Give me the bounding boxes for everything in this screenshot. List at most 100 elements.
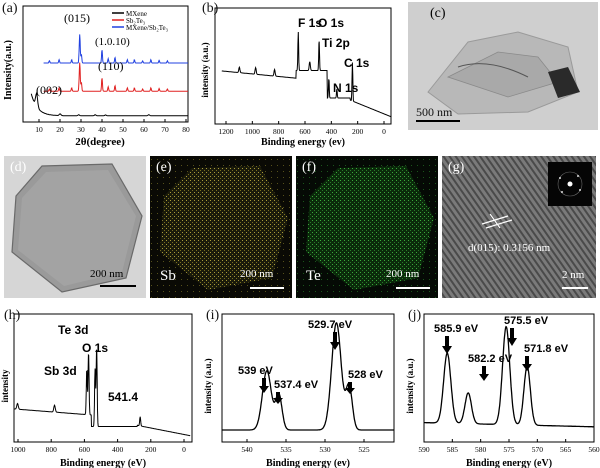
d-spacing-label: d(015): 0.3156 nm xyxy=(468,242,551,254)
xps-i-chart: 540 535 530 525 539 eV 537.4 eV 529.7 eV 52… xyxy=(203,313,395,468)
x-tick-label: 40 xyxy=(98,125,106,134)
x-tick-label: 585 xyxy=(447,445,459,454)
xrd-series-sb2te3 xyxy=(43,62,188,92)
x-tick-label: 60 xyxy=(140,125,148,134)
x-tick-label: 1000 xyxy=(245,127,260,136)
i-label-5297: 529.7 eV xyxy=(308,319,353,331)
h-label-o1s: O 1s xyxy=(82,341,108,355)
panel-label-a: (a) xyxy=(2,1,18,16)
panel-label-i: (i) xyxy=(206,308,220,323)
xrd-chart: 10 20 30 40 50 60 70 80 (002) (015) (1.0.10) (1… xyxy=(3,5,190,148)
x-tick-label: 600 xyxy=(79,445,91,454)
x-tick-label: 560 xyxy=(588,445,600,454)
x-tick-label: 530 xyxy=(319,445,331,454)
x-tick-label: 565 xyxy=(560,445,572,454)
panel-b-xps-survey: 1200 1000 800 600 400 200 0 F 1s O 1s Ti 2p C … xyxy=(198,0,400,148)
x-tick-label: 600 xyxy=(299,127,311,136)
panel-label-e: (e) xyxy=(156,160,172,175)
j-label-5822: 582.2 eV xyxy=(468,353,513,365)
tem-image-d xyxy=(4,156,146,298)
x-tick-label: 800 xyxy=(273,127,285,136)
j-label-5718: 571.8 eV xyxy=(524,343,569,355)
scale-bar-e: 200 nm xyxy=(240,268,274,280)
x-tick-label: 70 xyxy=(161,125,169,134)
b-label-c1s: C 1s xyxy=(344,56,370,70)
i-ylabel: intensity (a.u.) xyxy=(203,358,213,413)
panel-label-g: (g) xyxy=(448,160,465,175)
panel-f-eds-te: (f) Te 200 nm xyxy=(296,156,438,298)
x-tick-label: 590 xyxy=(418,445,430,454)
i-xlabel: Binding energy (ev) xyxy=(266,458,350,468)
xrd-xlabel: 2θ(degree) xyxy=(75,136,125,148)
panel-j-xps-sb3d: 590 585 580 575 570 565 560 585.9 eV 582.2 eV … xyxy=(402,306,600,468)
x-tick-label: 0 xyxy=(182,445,186,454)
j-spectrum xyxy=(424,325,594,428)
scale-bar-g: 2 nm xyxy=(562,269,585,281)
x-tick-label: 200 xyxy=(145,445,157,454)
x-tick-label: 575 xyxy=(503,445,515,454)
xrd-peak-label-015: (015) xyxy=(64,11,90,25)
panel-i-xps-o1s: 540 535 530 525 539 eV 537.4 eV 529.7 eV 52… xyxy=(200,306,400,468)
j-label-5859: 585.9 eV xyxy=(434,323,479,335)
h-label-te3d: Te 3d xyxy=(58,323,88,337)
eds-map-sb xyxy=(150,156,292,298)
i-x-ticks: 540 535 530 525 xyxy=(241,439,370,454)
x-tick-label: 0 xyxy=(382,127,386,136)
x-tick-label: 80 xyxy=(182,125,190,134)
xps-survey-chart: 1200 1000 800 600 400 200 0 F 1s O 1s Ti 2p C … xyxy=(200,7,392,148)
legend-sb2te3: Sb₂Te₃ xyxy=(126,17,146,25)
x-tick-label: 400 xyxy=(112,445,124,454)
panel-label-b: (b) xyxy=(202,1,219,16)
b-label-o1s: O 1s xyxy=(318,16,344,30)
h-x-ticks: 1000 800 600 400 200 0 xyxy=(11,439,186,454)
panel-d-tem: (d) 200 nm xyxy=(4,156,146,298)
panel-e-eds-sb: (e) Sb 200 nm xyxy=(150,156,292,298)
j-xlabel: Binding energy (eV) xyxy=(466,458,552,468)
x-tick-label: 200 xyxy=(352,127,364,136)
xrd-x-ticks: 10 20 30 40 50 60 70 80 xyxy=(35,119,190,134)
element-label-te: Te xyxy=(306,268,321,284)
xps-survey-spectrum xyxy=(221,31,392,118)
xrd-peak-label-110: (110) xyxy=(98,59,124,73)
xps-survey-x-ticks: 1200 1000 800 600 400 200 0 xyxy=(219,121,386,136)
legend-mxene: MXene xyxy=(126,10,147,18)
x-tick-label: 540 xyxy=(241,445,253,454)
h-spectrum xyxy=(13,349,191,437)
xrd-axes-frame xyxy=(22,5,189,123)
x-tick-label: 535 xyxy=(280,445,292,454)
legend-composite: MXene/Sb₂Te₃ xyxy=(126,24,169,32)
xps-j-chart: 590 585 580 575 570 565 560 585.9 eV 582.2 eV … xyxy=(405,313,600,468)
xrd-series-mxene xyxy=(30,91,188,117)
j-label-5755: 575.5 eV xyxy=(504,315,549,327)
j-x-ticks: 590 585 580 575 570 565 560 xyxy=(418,439,600,454)
panel-c-tem: (c) 500 nm xyxy=(408,2,598,130)
xps-survey-h-chart: 1000 800 600 400 200 0 Te 3d O 1s Sb 3d 541.4… xyxy=(0,313,193,468)
panel-label-d: (d) xyxy=(10,160,27,175)
i-label-528: 528 eV xyxy=(348,369,384,381)
panel-a-xrd: 10 20 30 40 50 60 70 80 (002) (015) (1.0.10) (1… xyxy=(0,0,198,148)
x-tick-label: 525 xyxy=(358,445,370,454)
xrd-peak-label-1010: (1.0.10) xyxy=(95,36,130,48)
x-tick-label: 570 xyxy=(532,445,544,454)
h-label-sb3d: Sb 3d xyxy=(44,364,77,378)
panel-label-f: (f) xyxy=(302,160,316,175)
panel-g-hrtem: (g) d(015): 0.3156 nm 2 nm xyxy=(442,156,596,298)
b-label-f1s: F 1s xyxy=(298,16,322,30)
xrd-series-composite xyxy=(43,34,188,64)
h-ylabel: intensity xyxy=(0,369,10,403)
xrd-legend: MXene Sb₂Te₃ MXene/Sb₂Te₃ xyxy=(112,10,169,32)
b-xlabel: Binding energy (ev) xyxy=(261,137,345,148)
x-tick-label: 1000 xyxy=(11,445,26,454)
element-label-sb: Sb xyxy=(160,268,176,284)
j-ylabel: intensity (a.u.) xyxy=(405,358,415,413)
panel-h-xps-survey: 1000 800 600 400 200 0 Te 3d O 1s Sb 3d 541.4… xyxy=(0,306,198,468)
x-tick-label: 800 xyxy=(46,445,58,454)
x-tick-label: 50 xyxy=(119,125,127,134)
scale-bar-c: 500 nm xyxy=(416,105,453,119)
x-tick-label: 30 xyxy=(77,125,85,134)
i-spectrum xyxy=(222,321,394,431)
b-label-n1s: N 1s xyxy=(333,81,359,95)
b-ylabel: intensity (a.u.) xyxy=(200,42,210,97)
x-tick-label: 10 xyxy=(35,125,43,134)
b-label-ti2p: Ti 2p xyxy=(322,36,350,50)
